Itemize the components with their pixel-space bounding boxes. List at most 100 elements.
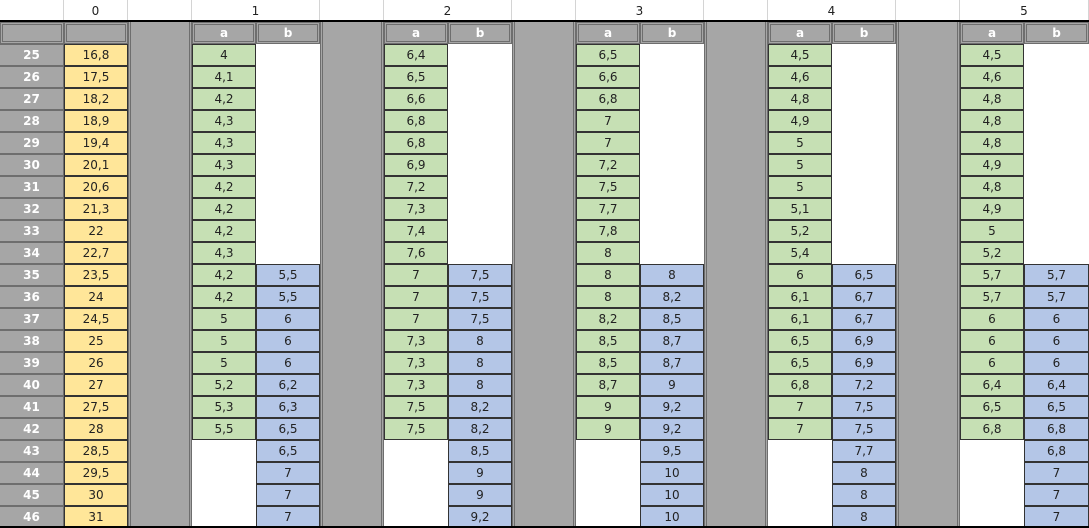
row-header[interactable]: 30 xyxy=(0,154,64,176)
cell-col0[interactable]: 17,5 xyxy=(64,66,128,88)
cell-3b[interactable]: 10 xyxy=(640,462,704,484)
cell-4b[interactable]: 7,7 xyxy=(832,440,896,462)
cell-3a[interactable]: 8,5 xyxy=(576,352,640,374)
cell-1b[interactable]: 6,5 xyxy=(256,418,320,440)
cell-1b[interactable]: 5,5 xyxy=(256,264,320,286)
cell-3a[interactable]: 6,8 xyxy=(576,88,640,110)
row-header[interactable]: 42 xyxy=(0,418,64,440)
cell-3a[interactable] xyxy=(576,462,640,484)
cell-1a[interactable]: 4,3 xyxy=(192,154,256,176)
cell-4b[interactable]: 8 xyxy=(832,506,896,528)
cell-2b[interactable] xyxy=(448,242,512,264)
cell-4b[interactable]: 6,7 xyxy=(832,308,896,330)
cell-2b[interactable]: 8,5 xyxy=(448,440,512,462)
cell-3b[interactable]: 10 xyxy=(640,506,704,528)
cell-5a[interactable]: 6,4 xyxy=(960,374,1024,396)
cell-2b[interactable]: 7,5 xyxy=(448,286,512,308)
cell-col0[interactable]: 20,1 xyxy=(64,154,128,176)
cell-3a[interactable]: 9 xyxy=(576,396,640,418)
row-header[interactable]: 46 xyxy=(0,506,64,528)
cell-col0[interactable]: 28,5 xyxy=(64,440,128,462)
row-header[interactable]: 45 xyxy=(0,484,64,506)
cell-1a[interactable]: 5 xyxy=(192,330,256,352)
cell-col0[interactable]: 29,5 xyxy=(64,462,128,484)
cell-4b[interactable] xyxy=(832,154,896,176)
column-header-blank[interactable] xyxy=(896,0,960,22)
cell-5b[interactable] xyxy=(1024,154,1089,176)
cell-3b[interactable] xyxy=(640,110,704,132)
cell-3b[interactable] xyxy=(640,44,704,66)
cell-5a[interactable]: 4,5 xyxy=(960,44,1024,66)
cell-4a[interactable] xyxy=(768,506,832,528)
cell-1a[interactable]: 4 xyxy=(192,44,256,66)
cell-5b[interactable]: 6 xyxy=(1024,352,1089,374)
cell-4a[interactable] xyxy=(768,484,832,506)
cell-4a[interactable]: 6,5 xyxy=(768,330,832,352)
cell-1b[interactable] xyxy=(256,110,320,132)
cell-2a[interactable]: 7 xyxy=(384,286,448,308)
cell-3b[interactable]: 10 xyxy=(640,484,704,506)
cell-1b[interactable]: 5,5 xyxy=(256,286,320,308)
cell-1b[interactable]: 6 xyxy=(256,330,320,352)
cell-2a[interactable]: 7,3 xyxy=(384,198,448,220)
cell-2a[interactable]: 7 xyxy=(384,308,448,330)
cell-3a[interactable]: 8,2 xyxy=(576,308,640,330)
cell-3b[interactable]: 9 xyxy=(640,374,704,396)
cell-1b[interactable]: 7 xyxy=(256,484,320,506)
cell-3a[interactable]: 8 xyxy=(576,264,640,286)
column-header-blank[interactable] xyxy=(320,0,384,22)
cell-col0[interactable]: 20,6 xyxy=(64,176,128,198)
cell-3a[interactable] xyxy=(576,484,640,506)
column-header-blank[interactable] xyxy=(704,0,768,22)
cell-1a[interactable]: 5 xyxy=(192,308,256,330)
cell-4a[interactable] xyxy=(768,440,832,462)
cell-5a[interactable]: 4,8 xyxy=(960,110,1024,132)
cell-col0[interactable]: 18,9 xyxy=(64,110,128,132)
column-header-1[interactable]: 1 xyxy=(192,0,320,22)
cell-2a[interactable] xyxy=(384,484,448,506)
cell-4a[interactable]: 5,2 xyxy=(768,220,832,242)
cell-4b[interactable] xyxy=(832,44,896,66)
corner-cell[interactable] xyxy=(0,0,64,22)
cell-3b[interactable]: 8,7 xyxy=(640,352,704,374)
cell-4b[interactable]: 7,2 xyxy=(832,374,896,396)
cell-1a[interactable]: 4,1 xyxy=(192,66,256,88)
row-header[interactable]: 38 xyxy=(0,330,64,352)
cell-2a[interactable]: 6,9 xyxy=(384,154,448,176)
cell-2b[interactable]: 8 xyxy=(448,352,512,374)
cell-3b[interactable]: 8,2 xyxy=(640,286,704,308)
cell-4b[interactable] xyxy=(832,110,896,132)
cell-1b[interactable] xyxy=(256,44,320,66)
cell-5a[interactable] xyxy=(960,440,1024,462)
cell-2a[interactable]: 6,8 xyxy=(384,110,448,132)
cell-3a[interactable]: 9 xyxy=(576,418,640,440)
cell-5b[interactable] xyxy=(1024,88,1089,110)
cell-3b[interactable] xyxy=(640,132,704,154)
cell-2a[interactable]: 7,3 xyxy=(384,352,448,374)
cell-2b[interactable] xyxy=(448,198,512,220)
cell-col0[interactable]: 19,4 xyxy=(64,132,128,154)
cell-col0[interactable]: 18,2 xyxy=(64,88,128,110)
row-header[interactable]: 29 xyxy=(0,132,64,154)
cell-2a[interactable] xyxy=(384,506,448,528)
row-header[interactable]: 40 xyxy=(0,374,64,396)
cell-2b[interactable]: 9,2 xyxy=(448,506,512,528)
cell-col0[interactable]: 27 xyxy=(64,374,128,396)
cell-5b[interactable]: 6,8 xyxy=(1024,440,1089,462)
cell-3a[interactable]: 8,7 xyxy=(576,374,640,396)
cell-4b[interactable] xyxy=(832,220,896,242)
cell-1a[interactable] xyxy=(192,484,256,506)
cell-3a[interactable]: 8,5 xyxy=(576,330,640,352)
cell-col0[interactable]: 31 xyxy=(64,506,128,528)
cell-col0[interactable]: 24 xyxy=(64,286,128,308)
cell-4a[interactable] xyxy=(768,462,832,484)
cell-3b[interactable]: 8,5 xyxy=(640,308,704,330)
cell-3b[interactable]: 8 xyxy=(640,264,704,286)
cell-col0[interactable]: 22,7 xyxy=(64,242,128,264)
cell-3a[interactable]: 8 xyxy=(576,286,640,308)
cell-4a[interactable]: 5,1 xyxy=(768,198,832,220)
cell-4a[interactable]: 5,4 xyxy=(768,242,832,264)
cell-col0[interactable]: 21,3 xyxy=(64,198,128,220)
cell-1b[interactable] xyxy=(256,154,320,176)
cell-5a[interactable]: 6 xyxy=(960,308,1024,330)
